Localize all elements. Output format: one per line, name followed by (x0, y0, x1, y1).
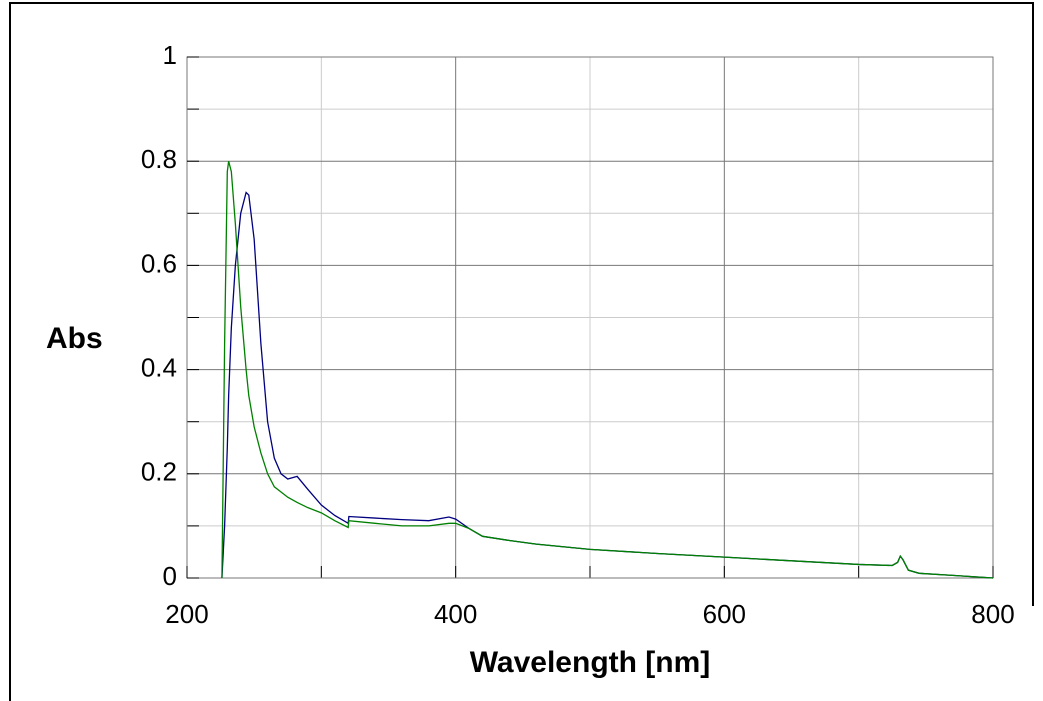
x-tick-label: 600 (703, 599, 746, 629)
x-tick-label: 200 (165, 599, 208, 629)
frame (9, 2, 1034, 701)
data-line (221, 191, 994, 579)
data-line (221, 161, 994, 579)
x-axis-title: Wavelength [nm] (470, 646, 711, 679)
y-tick-label: 0.2 (141, 457, 177, 487)
y-tick-label: 0.6 (141, 248, 177, 278)
y-tick-label: 1 (163, 40, 177, 70)
x-tick-label: 800 (971, 599, 1014, 629)
x-tick-label: 400 (434, 599, 477, 629)
y-tick-label: 0.8 (141, 144, 177, 174)
y-tick-label: 0.4 (141, 352, 177, 382)
y-axis-title: Abs (46, 322, 103, 355)
y-tick-label: 0 (163, 561, 177, 591)
